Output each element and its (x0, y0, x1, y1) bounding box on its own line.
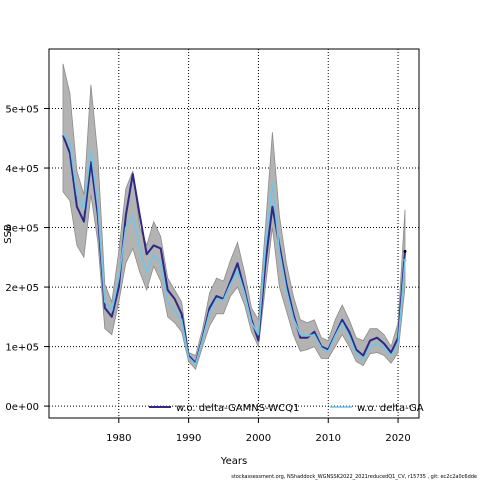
legend-label: w.o. delta-GAMNS-WCQ1 (176, 403, 299, 414)
series-line-2 (62, 133, 406, 366)
y-tick-label: 1e+05 (5, 343, 39, 354)
series-lines (62, 133, 407, 366)
x-axis-title: Years (220, 456, 247, 467)
x-tick-label: 2000 (246, 433, 271, 444)
legend: w.o. delta-GAMNS-WCQ1 w.o. delta-GA (149, 403, 424, 414)
y-tick-label: 4e+05 (5, 164, 39, 175)
y-tick-label: 3e+05 (5, 224, 39, 235)
y-tick-label: 0e+00 (5, 402, 39, 413)
y-tick-label: 2e+05 (5, 283, 39, 294)
footnote: stockassessment.org, NShaddock_WGNSSK202… (231, 474, 477, 480)
x-tick-label: 2020 (385, 433, 410, 444)
y-tick-label: 5e+05 (5, 105, 39, 116)
x-tick-label: 1980 (106, 433, 131, 444)
plot-frame (48, 48, 420, 419)
legend-label: w.o. delta-GA (357, 403, 424, 414)
axes: 1980 1990 2000 2010 2020 0e+00 1e+05 2e+05 3e+05… (5, 105, 410, 444)
series-2-last-point (403, 258, 407, 262)
x-tick-label: 2010 (316, 433, 341, 444)
x-tick-label: 1990 (176, 433, 201, 444)
y-axis-title: SSB (3, 224, 14, 244)
series-1-last-point (403, 249, 407, 253)
